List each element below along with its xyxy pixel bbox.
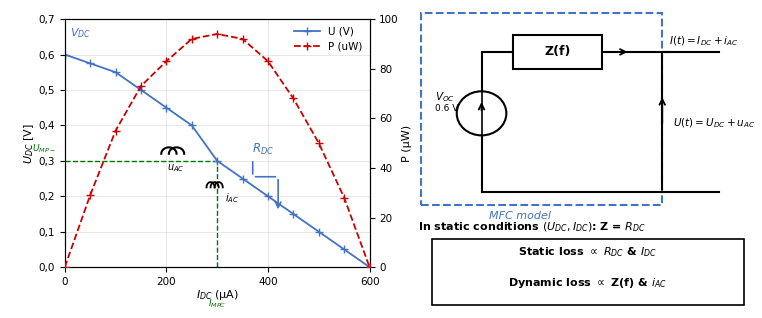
Text: $V_{DC}$: $V_{DC}$ (70, 26, 91, 40)
Text: $i_{AC}$: $i_{AC}$ (225, 191, 239, 205)
Text: Static loss $\propto$ $R_{DC}$ & $I_{DC}$: Static loss $\propto$ $R_{DC}$ & $I_{DC}… (518, 245, 657, 259)
Text: $R_{DC}$: $R_{DC}$ (251, 142, 274, 157)
Bar (421, 13, 662, 205)
Y-axis label: $U_{DC}$ [V]: $U_{DC}$ [V] (22, 123, 36, 163)
X-axis label: $I_{DC}$ (μA): $I_{DC}$ (μA) (196, 288, 239, 302)
Text: In static conditions $(U_{DC},I_{DC})$: Z = $R_{DC}$: In static conditions $(U_{DC},I_{DC})$: … (418, 220, 645, 234)
Text: $V_{OC}$: $V_{OC}$ (436, 91, 456, 105)
Text: MFC model: MFC model (488, 211, 551, 221)
Legend: U (V), P (uW): U (V), P (uW) (291, 24, 364, 54)
Text: $I_{MPC}$: $I_{MPC}$ (208, 297, 226, 310)
Text: Dynamic loss $\propto$ Z(f) & $i_{AC}$: Dynamic loss $\propto$ Z(f) & $i_{AC}$ (508, 276, 668, 290)
Text: $u_{AC}$: $u_{AC}$ (167, 162, 184, 174)
Text: $U(t) = U_{DC} + u_{AC}$: $U(t) = U_{DC} + u_{AC}$ (673, 116, 755, 129)
Text: 0.6 V: 0.6 V (436, 104, 459, 113)
Text: Z(f): Z(f) (545, 45, 571, 59)
Text: $I(t) = I_{DC} + i_{AC}$: $I(t) = I_{DC} + i_{AC}$ (669, 34, 739, 48)
Text: $U_{MP-}$: $U_{MP-}$ (32, 142, 56, 155)
Bar (432, 239, 744, 305)
Bar (514, 35, 602, 69)
Y-axis label: P (μW): P (μW) (402, 125, 411, 162)
